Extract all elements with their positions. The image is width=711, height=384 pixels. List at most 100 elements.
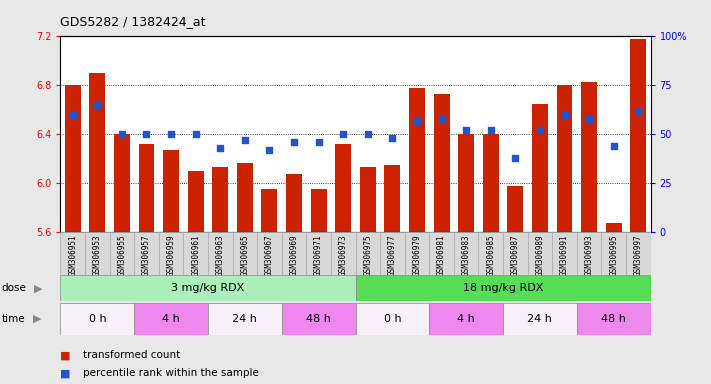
Bar [626,232,651,275]
Point [141,131,152,137]
Text: 24 h: 24 h [232,314,257,324]
Bar [508,186,523,232]
Point [67,112,78,118]
Point [510,155,521,161]
Text: GSM306957: GSM306957 [142,234,151,276]
Text: 18 mg/kg RDX: 18 mg/kg RDX [463,283,543,293]
Point [584,116,595,122]
Bar [356,303,429,335]
Bar [90,73,105,232]
Point [534,127,545,134]
Text: 48 h: 48 h [306,314,331,324]
Bar [577,303,651,335]
Text: percentile rank within the sample: percentile rank within the sample [83,368,259,378]
Text: GSM306953: GSM306953 [93,234,102,276]
Bar [409,88,425,232]
Text: GSM306951: GSM306951 [68,234,77,276]
Bar [479,232,503,275]
Point [608,143,619,149]
Text: 4 h: 4 h [457,314,475,324]
Bar [114,134,130,232]
Text: GSM306975: GSM306975 [363,234,373,276]
Text: GSM306967: GSM306967 [265,234,274,276]
Bar [237,162,253,232]
Bar [360,167,376,232]
Point [338,131,349,137]
Point [264,147,275,153]
Bar [60,232,85,275]
Bar [286,174,302,232]
Text: GSM306991: GSM306991 [560,234,569,276]
Bar [134,232,159,275]
Text: 0 h: 0 h [88,314,106,324]
Bar [385,165,400,232]
Bar [282,232,306,275]
Text: ■: ■ [60,368,71,378]
Text: GSM306995: GSM306995 [609,234,618,276]
Point [313,139,324,145]
Bar [311,189,326,232]
Point [116,131,127,137]
Text: 3 mg/kg RDX: 3 mg/kg RDX [171,283,245,293]
Bar [208,303,282,335]
Bar [503,303,577,335]
Text: GSM306961: GSM306961 [191,234,201,276]
Text: GSM306977: GSM306977 [388,234,397,276]
Text: transformed count: transformed count [83,350,181,360]
Bar [159,232,183,275]
Bar [65,86,81,232]
Bar [257,232,282,275]
Bar [134,303,208,335]
Text: ■: ■ [60,350,71,360]
Bar [630,39,646,232]
Text: GSM306969: GSM306969 [289,234,299,276]
Point [387,135,398,141]
Text: ▶: ▶ [34,283,43,293]
Text: time: time [1,314,25,324]
Text: GSM306989: GSM306989 [535,234,545,276]
Bar [213,167,228,232]
Bar [188,171,203,232]
Text: GSM306981: GSM306981 [437,234,446,276]
Text: GSM306997: GSM306997 [634,234,643,276]
Bar [331,232,356,275]
Bar [356,275,651,301]
Bar [483,134,498,232]
Bar [434,94,449,232]
Bar [528,232,552,275]
Bar [454,232,479,275]
Bar [429,303,503,335]
Point [190,131,201,137]
Point [461,127,472,134]
Bar [458,134,474,232]
Bar [60,303,134,335]
Text: GSM306965: GSM306965 [240,234,250,276]
Text: dose: dose [1,283,26,293]
Text: GDS5282 / 1382424_at: GDS5282 / 1382424_at [60,15,206,28]
Bar [163,150,179,232]
Point [239,137,250,143]
Bar [429,232,454,275]
Text: GSM306971: GSM306971 [314,234,323,276]
Text: 24 h: 24 h [528,314,552,324]
Text: GSM306963: GSM306963 [215,234,225,276]
Text: GSM306985: GSM306985 [486,234,496,276]
Point [485,127,496,134]
Text: 0 h: 0 h [383,314,401,324]
Bar [262,189,277,232]
Text: GSM306983: GSM306983 [461,234,471,276]
Bar [139,144,154,232]
Point [215,145,226,151]
Bar [232,232,257,275]
Bar [602,232,626,275]
Bar [552,232,577,275]
Bar [282,303,356,335]
Bar [306,232,331,275]
Point [559,112,570,118]
Text: 4 h: 4 h [162,314,180,324]
Text: GSM306955: GSM306955 [117,234,127,276]
Text: GSM306973: GSM306973 [338,234,348,276]
Point [362,131,373,137]
Point [436,116,447,122]
Text: GSM306987: GSM306987 [510,234,520,276]
